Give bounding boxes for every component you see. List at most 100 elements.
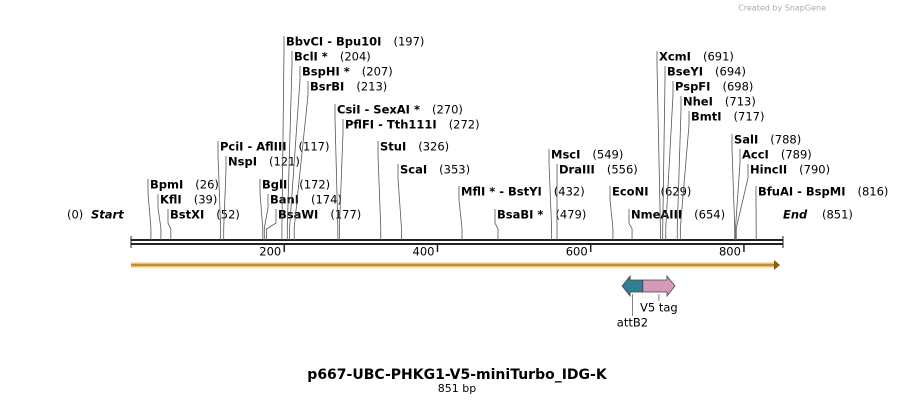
enzyme-site: (790)	[799, 163, 830, 177]
cut-line	[286, 51, 293, 240]
cut-line	[223, 156, 227, 240]
enzyme-site: (207)	[362, 65, 393, 79]
cut-line	[735, 149, 741, 240]
cut-line	[628, 209, 633, 240]
feature-label: V5 tag	[640, 301, 678, 315]
feature	[642, 274, 676, 298]
enzyme-site: (272)	[449, 118, 480, 132]
tick-label: 600	[566, 245, 588, 259]
enzyme-site: (789)	[781, 148, 812, 162]
enzyme-name: PflFI - Tth111I	[345, 118, 437, 132]
tick-label: 800	[719, 245, 741, 259]
cut-line	[334, 104, 339, 240]
cut-line	[458, 186, 463, 240]
enzyme-name: StuI	[380, 140, 406, 154]
enzyme-name: NheI	[683, 95, 713, 109]
enzyme-site: (197)	[393, 35, 424, 49]
end-site: (851)	[822, 208, 853, 222]
title: p667-UBC-PHKG1-V5-miniTurbo_IDG-K	[307, 367, 608, 383]
cut-line	[289, 66, 301, 240]
enzyme-site: (204)	[340, 50, 371, 64]
feature-label: attB2	[617, 316, 648, 330]
enzyme-name: EcoNI	[612, 185, 648, 199]
cut-line	[494, 209, 499, 240]
enzyme-name: BsaWI	[278, 208, 318, 222]
enzyme-name: AccI	[742, 148, 769, 162]
enzyme-site: (654)	[694, 208, 725, 222]
enzyme-name: BmtI	[691, 110, 722, 124]
tick-label: 400	[413, 245, 435, 259]
enzyme-name: BpmI	[150, 178, 183, 192]
length: 851 bp	[438, 382, 476, 395]
cut-line	[263, 194, 269, 240]
enzyme-site: (52)	[216, 208, 240, 222]
enzyme-site: (816)	[857, 185, 888, 199]
cut-line	[665, 81, 674, 240]
enzyme-site: (691)	[703, 50, 734, 64]
feature	[621, 274, 644, 298]
cut-line	[609, 186, 614, 240]
enzyme-name: BseYI	[667, 65, 703, 79]
enzyme-name: BstXI	[170, 208, 204, 222]
cut-line	[266, 209, 277, 240]
cut-line	[217, 141, 222, 240]
orf-head	[774, 260, 780, 270]
cut-line	[147, 179, 152, 240]
enzyme-site: (549)	[592, 148, 623, 162]
enzyme-name: BclI *	[294, 50, 328, 64]
tick-label: 200	[259, 245, 281, 259]
cut-line	[377, 141, 382, 240]
enzyme-site: (270)	[432, 103, 463, 117]
enzyme-name: NspI	[228, 155, 257, 169]
enzyme-site: (172)	[299, 178, 330, 192]
enzyme-site: (213)	[356, 80, 387, 94]
enzyme-name: BanI	[270, 193, 299, 207]
cut-line	[259, 179, 264, 240]
enzyme-name: BbvCI - Bpu10I	[286, 35, 381, 49]
enzyme-name: PciI - AflIII	[220, 140, 287, 154]
enzyme-name: HincII	[750, 163, 787, 177]
enzyme-site: (556)	[607, 163, 638, 177]
enzyme-site: (353)	[439, 163, 470, 177]
cut-line	[676, 96, 682, 240]
cut-line	[167, 209, 172, 240]
enzyme-site: (117)	[299, 140, 330, 154]
enzyme-site: (698)	[722, 80, 753, 94]
enzyme-name: NmeAIII	[631, 208, 682, 222]
enzyme-site: (717)	[734, 110, 765, 124]
cut-line	[397, 164, 402, 240]
enzyme-site: (177)	[330, 208, 361, 222]
cut-line	[656, 51, 661, 240]
enzyme-name: PspFI	[675, 80, 710, 94]
enzyme-site: (174)	[311, 193, 342, 207]
enzyme-site: (629)	[660, 185, 691, 199]
enzyme-site: (788)	[770, 133, 801, 147]
enzyme-site: (121)	[269, 155, 300, 169]
cut-line	[679, 111, 690, 240]
cut-line	[338, 119, 344, 240]
start-site: (0)	[67, 208, 83, 222]
enzyme-site: (479)	[555, 208, 586, 222]
enzyme-name: BfuAI - BspMI	[758, 185, 845, 199]
enzyme-site: (326)	[418, 140, 449, 154]
cut-line	[662, 66, 666, 240]
end-label: End	[783, 208, 808, 222]
cut-line	[731, 134, 736, 240]
enzyme-name: BsaBI *	[497, 208, 543, 222]
enzyme-site: (694)	[715, 65, 746, 79]
enzyme-site: (432)	[554, 185, 585, 199]
enzyme-name: DraIII	[559, 163, 595, 177]
enzyme-name: MflI * - BstYI	[461, 185, 542, 199]
credit: Created by SnapGene	[738, 4, 826, 13]
start-label: Start	[91, 208, 124, 222]
enzyme-site: (713)	[725, 95, 756, 109]
enzyme-name: BsrBI	[310, 80, 344, 94]
cut-line	[281, 36, 285, 240]
enzyme-name: BspHI *	[302, 65, 350, 79]
enzyme-name: XcmI	[659, 50, 691, 64]
enzyme-name: CsiI - SexAI *	[337, 103, 420, 117]
enzyme-site: (26)	[195, 178, 219, 192]
enzyme-site: (39)	[194, 193, 218, 207]
enzyme-name: ScaI	[400, 163, 427, 177]
